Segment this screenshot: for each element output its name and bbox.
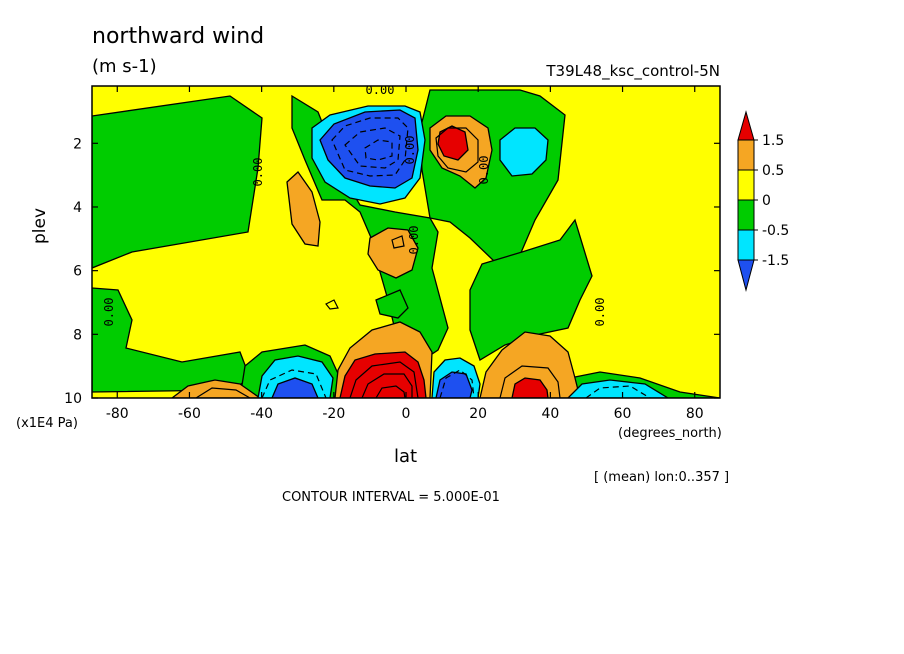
x-tick-label: 80: [686, 406, 704, 422]
x-tick-label: -60: [178, 406, 201, 422]
negative-core-surface-north: [435, 371, 473, 398]
zero-contour-label: 0.00: [251, 158, 265, 187]
positive-core-surface-north: [511, 377, 549, 398]
contour-line-negative: [261, 369, 327, 398]
zero-contour-label: 0.00: [366, 83, 395, 97]
colorbar-label: -1.5: [762, 253, 789, 269]
field-layer: 0.00 0.00 0.00 0.00 0.00 0.00 0.00: [92, 83, 720, 398]
y-axis-units: (x1E4 Pa): [16, 416, 78, 431]
colorbar-swatch: [737, 139, 755, 171]
contour-line-positive: [435, 127, 479, 173]
y-tick-label: 8: [73, 327, 82, 343]
y-tick-label: 6: [73, 264, 82, 280]
zero-contour-label: 0.00: [102, 298, 116, 327]
colorbar-swatch: [737, 169, 755, 201]
x-axis-units: (degrees_north): [618, 426, 722, 441]
x-tick-label: 0: [402, 406, 411, 422]
average-note: [ (mean) lon:0..357 ]: [594, 470, 730, 485]
colorbar-swatch: [737, 259, 755, 292]
negative-region-west-mid: [92, 287, 251, 393]
contour-line-small: [391, 235, 405, 249]
y-tick-label: 10: [64, 391, 82, 407]
contour-line-small: [325, 299, 339, 310]
dataset-label: T39L48_ksc_control-5N: [546, 62, 720, 80]
colorbar-swatch: [737, 110, 755, 141]
x-tick-label: 40: [541, 406, 559, 422]
colorbar: 1.5 0.5 0 -0.5 -1.5: [737, 110, 789, 292]
contour-line-positive: [349, 361, 419, 398]
x-tick-label: 60: [614, 406, 632, 422]
negative-core-upper: [319, 109, 419, 189]
colorbar-swatch: [737, 229, 755, 261]
zero-contour-label: 0.00: [593, 298, 607, 327]
contour-line-negative: [364, 139, 393, 161]
chart-title: northward wind: [92, 24, 265, 49]
negative-region-upper-north: [499, 127, 549, 177]
x-axis-label: lat: [394, 446, 418, 467]
contour-line-negative: [585, 385, 651, 398]
y-tick-label: 4: [73, 200, 82, 216]
colorbar-label: 0: [762, 193, 771, 209]
zero-contour-label: 0.00: [477, 156, 491, 185]
contour-line-negative: [331, 117, 409, 177]
positive-region-surface-south: [170, 379, 262, 398]
contour-fields: 0.00 0.00 0.00 0.00 0.00 0.00 0.00: [92, 83, 720, 398]
colorbar-label: 1.5: [762, 133, 784, 149]
colorbar-swatch: [737, 199, 755, 231]
y-axis-label: plev: [30, 207, 50, 244]
contour-line-negative: [344, 127, 401, 169]
contour-line-positive: [195, 387, 251, 398]
zero-contour-label: 0.00: [407, 226, 421, 255]
y-tick-label: 2: [73, 136, 82, 152]
negative-region-center-bottom: [375, 289, 409, 319]
negative-region-east-mid: [469, 218, 593, 361]
positive-core-upper-north: [437, 125, 469, 161]
zero-contour-label: 0.00: [403, 136, 417, 165]
positive-region-upper-left: [286, 171, 321, 247]
negative-core-surface-south: [271, 377, 319, 398]
chart-units: (m s-1): [92, 56, 157, 77]
negative-region-southwest: [92, 95, 263, 269]
x-tick-label: 20: [469, 406, 487, 422]
contour-line-positive: [499, 365, 561, 398]
x-tick-label: -80: [106, 406, 129, 422]
colorbar-label: 0.5: [762, 163, 784, 179]
contour-line-negative: [439, 369, 475, 398]
x-tick-label: -20: [322, 406, 345, 422]
contour-line-positive: [361, 373, 413, 398]
plot-axes: -80 -60 -40 -20 0 20 40 60 80 2 4 6 8 10: [64, 85, 721, 422]
contour-interval: CONTOUR INTERVAL = 5.000E-01: [282, 490, 500, 505]
colorbar-label: -0.5: [762, 223, 789, 239]
contour-line-positive: [375, 385, 406, 398]
x-tick-label: -40: [250, 406, 273, 422]
positive-region-mid: [367, 227, 419, 279]
